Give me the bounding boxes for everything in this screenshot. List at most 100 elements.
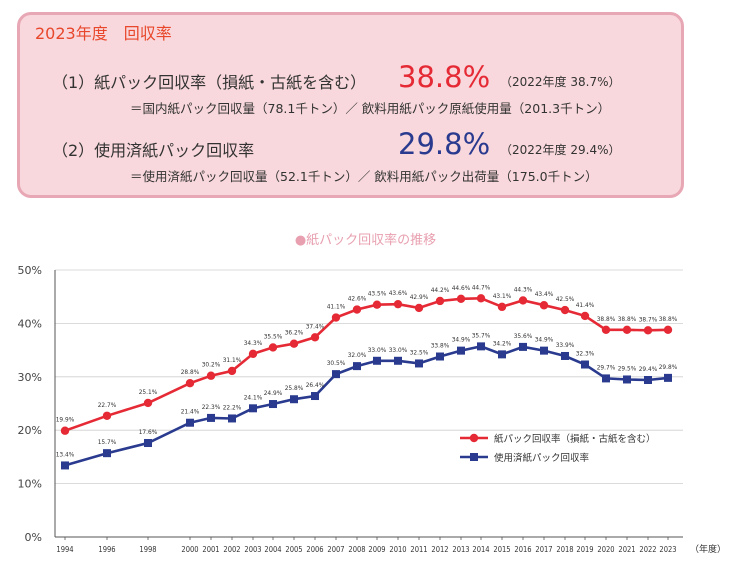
y-tick-label: 0% xyxy=(25,531,42,544)
x-tick-label: 2019 xyxy=(576,545,593,554)
data-label: 34.2% xyxy=(493,339,512,347)
item2-prev: （2022年度 29.4%） xyxy=(500,143,621,157)
data-point xyxy=(435,296,445,306)
data-label: 42.6% xyxy=(348,295,367,303)
data-point xyxy=(560,305,570,315)
data-point xyxy=(663,325,673,335)
data-point xyxy=(393,299,403,309)
data-label: 22.2% xyxy=(223,403,242,411)
data-label: 33.0% xyxy=(368,346,387,354)
x-tick-label: 2000 xyxy=(181,545,198,554)
data-label: 42.9% xyxy=(410,293,429,301)
y-tick-label: 10% xyxy=(18,478,42,491)
data-label: 25.1% xyxy=(139,388,158,396)
data-point xyxy=(373,356,381,365)
y-tick-label: 20% xyxy=(18,424,42,437)
data-point xyxy=(207,413,215,422)
data-point xyxy=(311,392,319,401)
data-label: 44.6% xyxy=(452,284,471,292)
data-point xyxy=(186,418,194,427)
item2-formula: ＝使用済紙パック回収量（52.1千トン）／ 飲料用紙パック出荷量（175.0千ト… xyxy=(130,169,598,184)
x-tick-label: 2015 xyxy=(493,545,510,554)
data-label: 21.4% xyxy=(181,408,200,416)
data-point xyxy=(269,400,277,409)
item2-label: （2）使用済紙パック回収率 xyxy=(52,141,255,160)
x-tick-label: 2004 xyxy=(264,545,281,554)
data-point xyxy=(289,339,299,348)
data-point xyxy=(102,411,112,420)
x-tick-label: 2011 xyxy=(410,545,427,554)
x-tick-label: 2017 xyxy=(535,545,552,554)
data-label: 34.9% xyxy=(452,336,471,344)
series-line-2 xyxy=(64,345,669,467)
legend-label: 使用済紙パック回収率 xyxy=(494,452,590,464)
x-tick-label: 2012 xyxy=(431,545,448,554)
data-label: 32.5% xyxy=(410,348,429,356)
x-tick-label: 2013 xyxy=(452,545,469,554)
data-point xyxy=(310,333,320,342)
x-tick-label: 2009 xyxy=(368,545,385,554)
x-tick-label: 2016 xyxy=(514,545,531,554)
x-tick-label: 2018 xyxy=(556,545,573,554)
y-tick-label: 40% xyxy=(18,317,42,330)
data-label: 30.5% xyxy=(327,359,346,367)
data-point xyxy=(290,395,298,404)
y-tick-label: 50% xyxy=(18,264,42,277)
data-point xyxy=(394,356,402,365)
data-label: 22.3% xyxy=(202,403,221,411)
data-point xyxy=(372,300,382,309)
legend-marker xyxy=(469,433,479,443)
item2-value: 29.8% xyxy=(398,127,491,161)
data-point xyxy=(601,325,611,335)
data-label: 29.4% xyxy=(639,365,658,373)
data-label: 43.5% xyxy=(368,290,387,298)
data-point xyxy=(622,325,632,335)
data-label: 19.9% xyxy=(56,416,75,424)
data-point xyxy=(414,303,424,313)
x-tick-label: 1996 xyxy=(98,545,115,554)
data-label: 38.7% xyxy=(639,315,658,323)
data-label: 32.3% xyxy=(576,350,595,358)
data-label: 28.8% xyxy=(181,368,200,376)
data-point xyxy=(185,379,195,388)
data-label: 35.5% xyxy=(264,332,283,340)
data-point xyxy=(519,342,527,351)
data-label: 13.4% xyxy=(56,450,75,458)
data-point xyxy=(602,374,610,383)
legend-label: 紙パック回収率（損紙・古紙を含む） xyxy=(494,433,656,445)
x-tick-label: 2005 xyxy=(285,545,302,554)
data-label: 41.1% xyxy=(327,303,346,311)
x-tick-label: 2001 xyxy=(202,545,219,554)
x-tick-label: 2002 xyxy=(223,545,240,554)
x-tick-label: 2006 xyxy=(306,545,323,554)
data-point xyxy=(664,373,672,382)
x-tick-label: 1998 xyxy=(139,545,156,554)
data-point xyxy=(477,342,485,351)
data-label: 34.9% xyxy=(535,336,554,344)
data-point xyxy=(206,371,216,380)
data-label: 44.7% xyxy=(472,283,491,291)
data-point xyxy=(580,311,590,321)
data-point xyxy=(498,350,506,359)
data-point xyxy=(540,346,548,355)
data-label: 38.8% xyxy=(597,315,616,323)
data-label: 31.1% xyxy=(223,356,242,364)
data-label: 43.1% xyxy=(493,292,512,300)
data-point xyxy=(248,349,258,359)
data-point xyxy=(228,414,236,423)
summary-title: 2023年度 回収率 xyxy=(35,24,172,43)
chart-title: ●紙パック回収率の推移 xyxy=(294,233,437,248)
data-point xyxy=(415,359,423,368)
data-label: 37.4% xyxy=(306,322,325,330)
data-point xyxy=(497,302,507,312)
data-label: 35.7% xyxy=(472,331,491,339)
data-point xyxy=(332,370,340,379)
data-label: 30.2% xyxy=(202,361,221,369)
data-point xyxy=(331,313,341,322)
data-label: 24.1% xyxy=(244,393,263,401)
data-label: 36.2% xyxy=(285,329,304,337)
data-label: 44.3% xyxy=(514,285,533,293)
data-label: 38.8% xyxy=(659,315,678,323)
data-label: 26.4% xyxy=(306,381,325,389)
data-label: 15.7% xyxy=(98,438,117,446)
